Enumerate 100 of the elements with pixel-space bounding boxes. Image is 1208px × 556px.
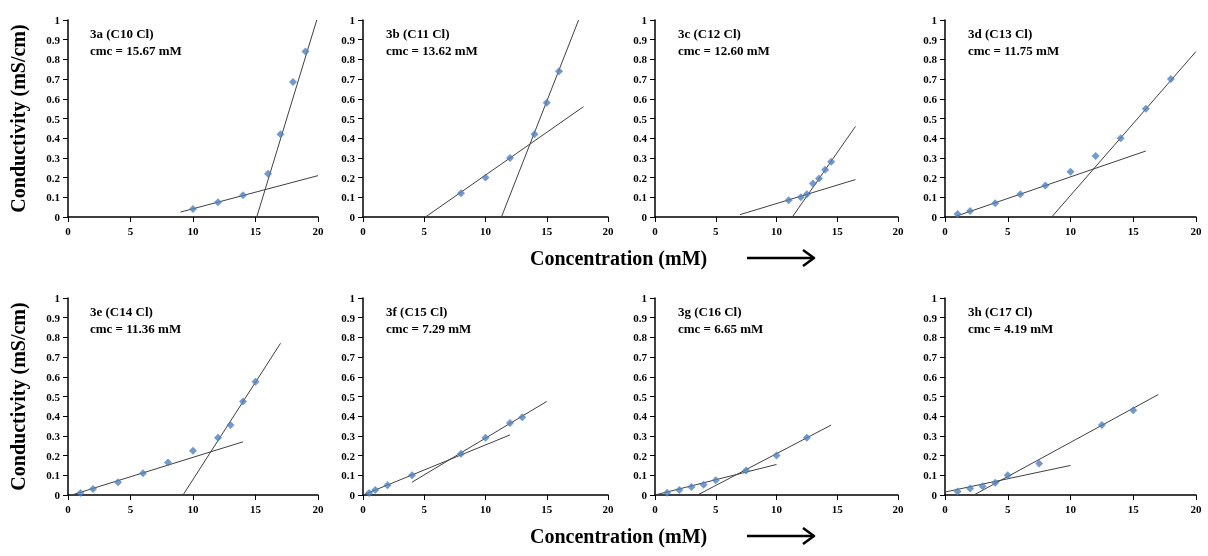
y-tick-label: 0.9	[633, 311, 648, 324]
x-tick-label: 0	[942, 502, 949, 515]
y-tick-label: 0.3	[633, 151, 648, 164]
y-tick-label: 0.7	[341, 351, 356, 364]
y-tick-label: 1	[349, 292, 355, 304]
y-axis-title: Conductivity (mS/cm)	[7, 24, 30, 213]
y-tick-label: 0.3	[46, 151, 61, 164]
y-tick-label: 0.1	[923, 191, 937, 204]
y-tick-label: 0.4	[923, 132, 938, 145]
y-tick-label: 0	[931, 489, 938, 501]
x-tick-label: 10	[1065, 224, 1077, 237]
x-tick-label: 10	[480, 502, 492, 515]
y-tick-label: 0.8	[341, 53, 356, 66]
x-tick-label: 5	[1005, 502, 1011, 515]
y-axis-title: Conductivity (mS/cm)	[7, 302, 30, 491]
y-tick-label: 0.4	[46, 132, 61, 145]
y-tick-label: 0	[54, 489, 61, 501]
x-axis-title: Concentration (mM)	[530, 524, 708, 548]
y-tick-label: 0.7	[923, 351, 938, 364]
text: 3h (C17 Cl)	[968, 304, 1033, 319]
y-tick-label: 0.7	[923, 73, 938, 86]
y-tick-label: 0.3	[633, 429, 648, 442]
y-tick-label: 0.2	[46, 171, 61, 184]
x-tick-label: 5	[713, 224, 719, 237]
y-tick-label: 0.9	[923, 311, 938, 324]
x-tick-label: 20	[602, 502, 614, 515]
x-tick-label: 10	[1065, 502, 1077, 515]
y-tick-label: 1	[54, 14, 60, 26]
text: cmc = 4.19 mM	[968, 321, 1054, 336]
y-tick-label: 0.8	[923, 331, 938, 344]
y-tick-label: 0.8	[46, 53, 61, 66]
x-tick-label: 0	[65, 502, 72, 515]
x-tick-label: 15	[250, 224, 262, 237]
x-tick-label: 0	[652, 224, 659, 237]
y-tick-label: 0.5	[633, 112, 648, 125]
y-tick-label: 0.7	[633, 73, 648, 86]
x-tick-label: 10	[771, 502, 783, 515]
y-tick-label: 0.4	[341, 132, 356, 145]
x-tick-label: 15	[1127, 224, 1140, 237]
x-tick-label: 20	[602, 224, 614, 237]
text: cmc = 15.67 mM	[90, 43, 182, 58]
x-tick-label: 20	[312, 502, 324, 515]
y-tick-label: 0.2	[46, 449, 61, 462]
y-tick-label: 0.8	[633, 53, 648, 66]
text: cmc = 11.36 mM	[90, 321, 182, 336]
y-tick-label: 0.1	[633, 469, 647, 482]
y-tick-label: 0	[349, 489, 356, 501]
y-tick-label: 0.7	[341, 73, 356, 86]
x-tick-label: 20	[1190, 224, 1202, 237]
y-tick-label: 0.3	[46, 429, 61, 442]
y-tick-label: 0.1	[341, 469, 355, 482]
text: 3g (C16 Cl)	[678, 304, 742, 319]
y-tick-label: 0.2	[923, 449, 938, 462]
x-tick-label: 5	[127, 502, 134, 515]
y-tick-label: 0	[54, 211, 61, 223]
y-tick-label: 0.9	[923, 33, 938, 46]
x-tick-label: 15	[831, 224, 844, 237]
y-tick-label: 0.3	[341, 429, 356, 442]
text: cmc = 12.60 mM	[678, 43, 770, 58]
y-tick-label: 0.8	[46, 331, 61, 344]
x-tick-label: 20	[892, 224, 904, 237]
x-tick-label: 15	[541, 224, 553, 237]
y-tick-label: 0.2	[923, 171, 938, 184]
y-tick-label: 0.1	[46, 191, 60, 204]
x-tick-label: 15	[250, 502, 262, 515]
y-tick-label: 0.8	[341, 331, 356, 344]
x-tick-label: 15	[1127, 502, 1140, 515]
y-tick-label: 0.5	[341, 390, 356, 403]
x-tick-label: 10	[480, 224, 492, 237]
x-tick-label: 5	[713, 502, 719, 515]
x-tick-label: 0	[652, 502, 659, 515]
x-tick-label: 0	[65, 224, 72, 237]
x-tick-label: 5	[127, 224, 134, 237]
y-tick-label: 0.8	[923, 53, 938, 66]
y-tick-label: 0.3	[341, 151, 356, 164]
y-tick-label: 0.7	[46, 73, 61, 86]
text: 3c (C12 Cl)	[678, 26, 741, 41]
y-tick-label: 0.9	[46, 33, 61, 46]
x-tick-label: 0	[942, 224, 949, 237]
y-tick-label: 0.9	[633, 33, 648, 46]
x-tick-label: 0	[360, 224, 367, 237]
text: cmc = 13.62 mM	[386, 43, 478, 58]
x-tick-label: 10	[771, 224, 783, 237]
y-tick-label: 0.6	[633, 92, 648, 105]
y-tick-label: 0.8	[633, 331, 648, 344]
y-tick-label: 0.4	[923, 410, 938, 423]
y-tick-label: 0.5	[633, 390, 648, 403]
text: cmc = 7.29 mM	[386, 321, 472, 336]
y-tick-label: 0.5	[923, 112, 938, 125]
y-tick-label: 0.7	[46, 351, 61, 364]
x-tick-label: 10	[187, 502, 199, 515]
y-tick-label: 1	[641, 292, 647, 304]
text: 3e (C14 Cl)	[90, 304, 153, 319]
y-tick-label: 0.3	[923, 429, 938, 442]
y-tick-label: 0.7	[633, 351, 648, 364]
y-tick-label: 0	[931, 211, 938, 223]
y-tick-label: 0.5	[46, 390, 61, 403]
y-tick-label: 0	[641, 211, 648, 223]
y-tick-label: 0.2	[341, 449, 356, 462]
y-tick-label: 0.6	[923, 370, 938, 383]
